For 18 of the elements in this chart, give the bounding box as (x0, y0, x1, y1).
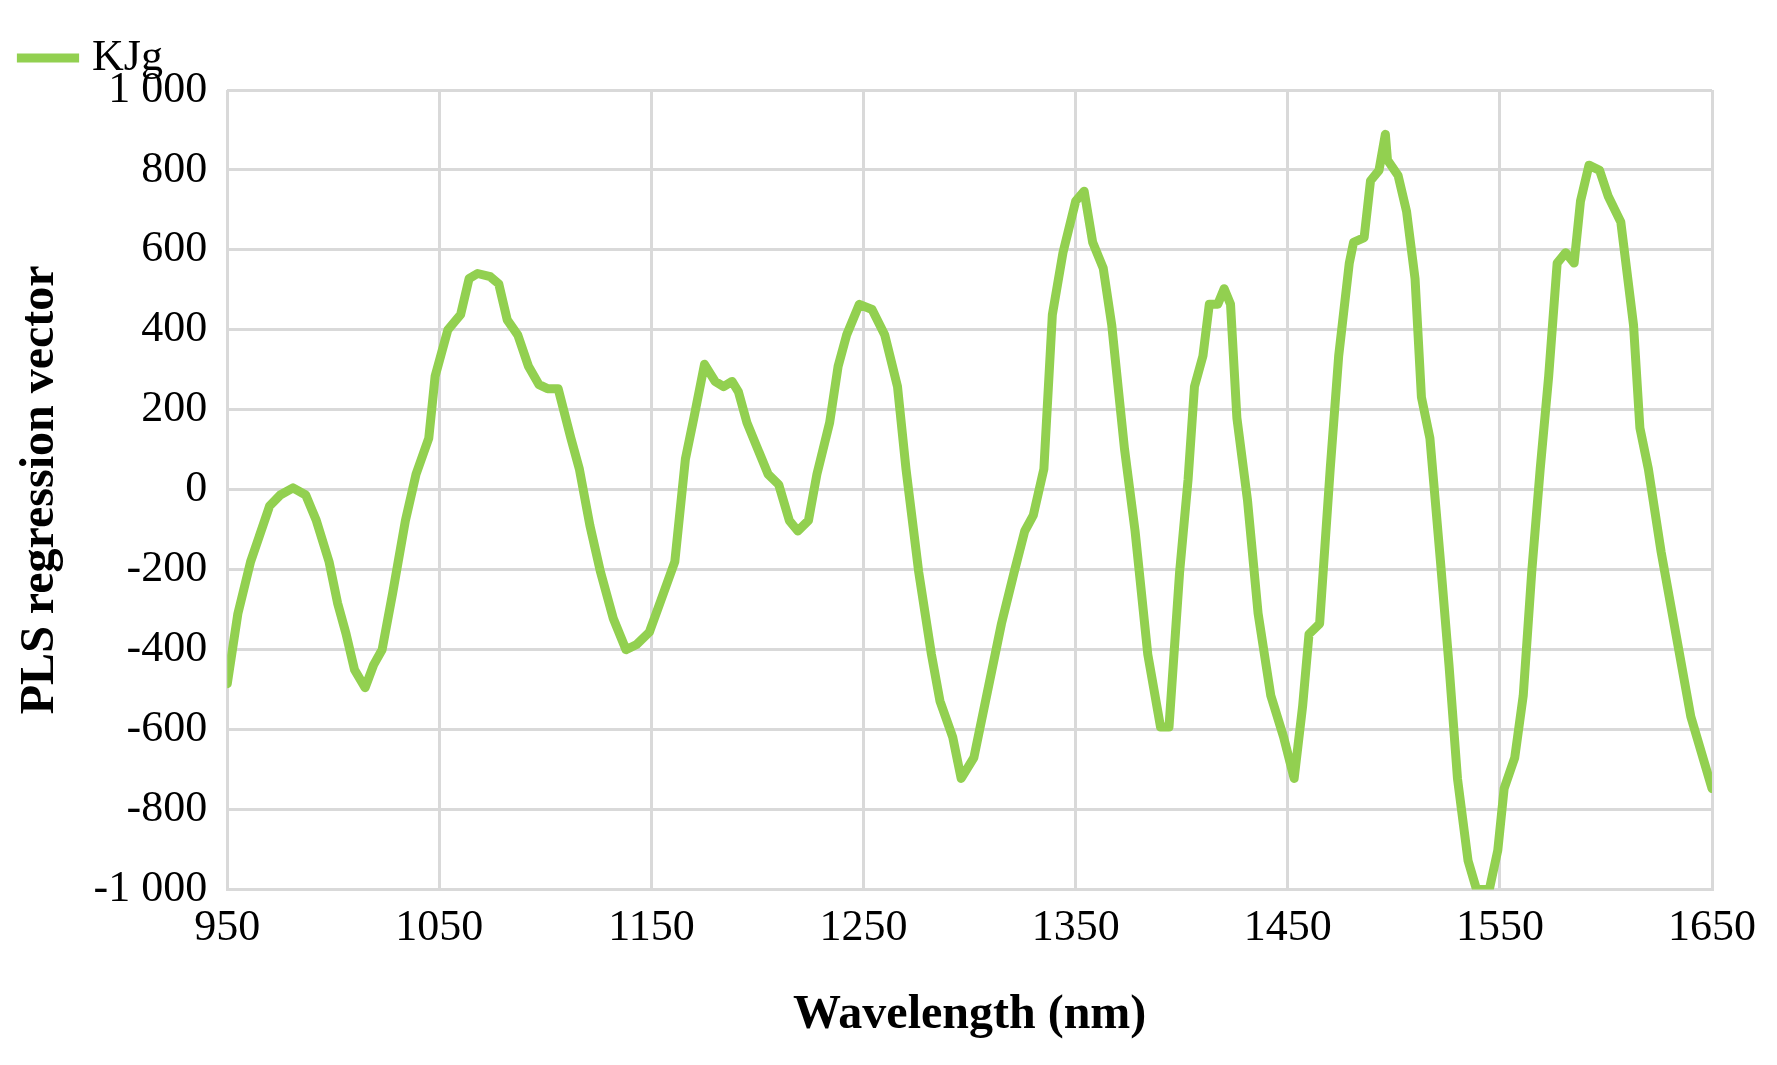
y-tick-label: -600 (126, 702, 208, 752)
y-tick-label: 600 (141, 222, 208, 272)
y-tick-label: -200 (126, 542, 208, 592)
y-tick-label: -800 (126, 782, 208, 832)
x-tick-label: 1450 (1243, 900, 1332, 950)
y-tick-label: 800 (141, 142, 208, 192)
x-tick-label: 1650 (1668, 900, 1756, 950)
y-tick-label: 200 (141, 382, 208, 432)
x-axis-title: Wavelength (nm) (792, 984, 1147, 1039)
y-axis-title: PLS regression vector (10, 265, 64, 715)
x-tick-label: 1150 (608, 900, 695, 950)
x-tick-label: 1550 (1455, 900, 1544, 950)
x-tick-label: 1050 (395, 900, 484, 950)
y-tick-label: 0 (185, 462, 208, 512)
y-tick-label: -400 (126, 622, 208, 672)
y-tick-label: 400 (141, 302, 208, 352)
x-tick-label: 1350 (1031, 900, 1120, 950)
x-tick-label: 1250 (819, 900, 908, 950)
